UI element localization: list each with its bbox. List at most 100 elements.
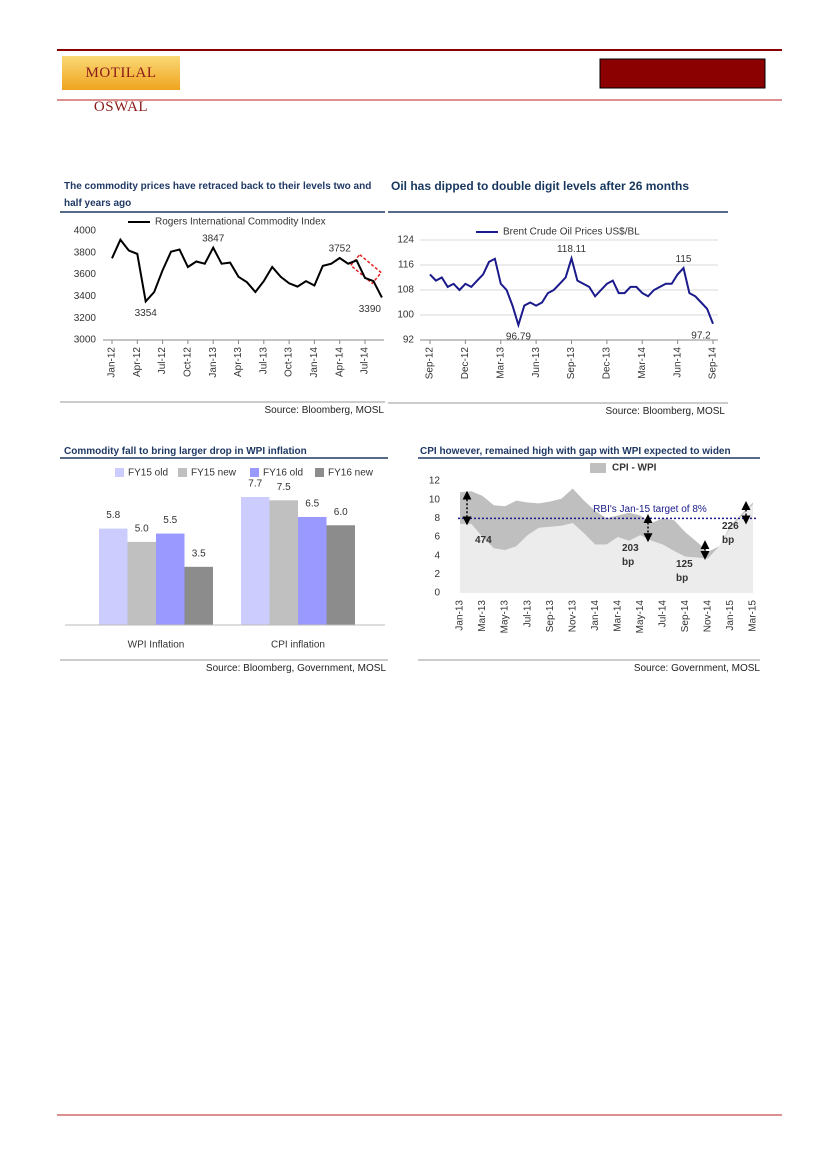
legend-swatch (250, 468, 259, 477)
y-tick-label: 12 (429, 476, 441, 487)
y-tick-label: 108 (397, 285, 414, 296)
y-tick-label: 116 (398, 260, 414, 271)
x-tick-label: May-14 (635, 600, 646, 634)
x-tick-label: Jan-12 (107, 347, 118, 378)
source: Source: Bloomberg, MOSL (264, 405, 385, 416)
legend-label: Rogers International Commodity Index (155, 217, 326, 228)
data-label: 97.2 (691, 330, 711, 341)
y-tick-label: 100 (397, 310, 414, 321)
x-tick-label: Mar-13 (495, 347, 506, 379)
data-line (429, 254, 714, 329)
y-tick-label: 0 (434, 588, 440, 599)
data-label: 5.5 (163, 515, 177, 526)
y-tick-label: 3800 (74, 247, 97, 258)
legend-swatch (178, 468, 187, 477)
x-tick-label: CPI inflation (271, 640, 325, 651)
x-tick-label: Jul-13 (522, 600, 533, 628)
legend-swatch (590, 463, 606, 473)
data-label: 96.79 (506, 332, 531, 343)
y-tick-label: 3000 (74, 335, 97, 346)
x-tick-label: Jun-14 (672, 347, 683, 378)
bar (269, 500, 298, 625)
x-tick-label: Mar-13 (477, 600, 488, 632)
annotation: 474 (475, 535, 492, 546)
annotation: 203 bp (622, 543, 639, 568)
x-tick-label: Jun-13 (531, 347, 542, 378)
legend-label: CPI - WPI (612, 463, 657, 474)
y-tick-label: 3200 (74, 313, 97, 324)
x-tick-label: Jul-12 (157, 347, 168, 375)
x-tick-label: Sep-13 (545, 600, 556, 633)
data-label: 7.7 (248, 479, 262, 490)
bar (326, 525, 355, 625)
x-tick-label: Oct-12 (183, 347, 194, 377)
x-tick-label: Sep-14 (708, 347, 719, 380)
annotation: 125 bp (676, 559, 693, 584)
x-tick-label: Oct-13 (284, 347, 295, 377)
base-area (460, 504, 753, 593)
x-tick-label: Jan-13 (455, 600, 466, 631)
x-tick-label: Sep-14 (680, 600, 691, 633)
x-tick-label: WPI Inflation (128, 640, 185, 651)
data-label: 3752 (329, 244, 352, 255)
x-tick-label: Jan-13 (208, 347, 219, 378)
logo: MOTILAL OSWAL (62, 56, 180, 115)
legend-label: FY15 new (191, 468, 237, 479)
legend-label: FY16 new (328, 468, 374, 479)
y-tick-label: 3600 (74, 269, 97, 280)
x-tick-label: Dec-13 (602, 347, 613, 380)
x-tick-label: Apr-12 (132, 347, 143, 377)
data-label: 6.5 (305, 499, 319, 510)
chart-title: Oil has dipped to double digit levels af… (391, 179, 690, 193)
gap-band (460, 488, 753, 559)
x-tick-label: Dec-12 (460, 347, 471, 380)
y-tick-label: 10 (429, 494, 441, 505)
legend-label: Brent Crude Oil Prices US$/BL (503, 227, 640, 238)
bar (156, 533, 185, 625)
x-tick-label: Mar-15 (748, 600, 759, 632)
bar (241, 497, 270, 625)
y-tick-label: 4000 (74, 226, 97, 237)
data-label: 3354 (135, 308, 158, 319)
legend-label: FY16 old (263, 468, 303, 479)
y-tick-label: 8 (434, 513, 440, 524)
data-label: 5.8 (106, 510, 120, 521)
x-tick-label: May-13 (500, 600, 511, 634)
bar (127, 541, 156, 625)
data-label: 7.5 (277, 482, 291, 493)
source: Source: Bloomberg, Government, MOSL (205, 663, 386, 674)
annotation: 226 bp (722, 521, 739, 546)
chart-title: CPI however, remained high with gap with… (420, 446, 731, 457)
data-label: 3.5 (192, 548, 206, 559)
x-tick-label: Mar-14 (612, 600, 623, 632)
x-tick-label: Jan-14 (309, 347, 320, 378)
data-label: 3390 (359, 304, 382, 315)
chart-title: Commodity fall to bring larger drop in W… (64, 446, 307, 457)
y-tick-label: 6 (434, 532, 440, 543)
chart-title: The commodity prices have retraced back … (64, 181, 372, 209)
x-tick-label: Nov-13 (567, 600, 578, 633)
y-tick-label: 4 (434, 550, 440, 561)
x-tick-label: Mar-14 (637, 347, 648, 379)
x-tick-label: Jan-15 (725, 600, 736, 631)
data-label: 6.0 (334, 507, 348, 518)
bar (99, 528, 128, 625)
legend-swatch (115, 468, 124, 477)
y-tick-label: 3400 (74, 291, 97, 302)
source: Source: Government, MOSL (633, 663, 760, 674)
data-label: 5.0 (135, 524, 149, 535)
bar (184, 566, 213, 625)
x-tick-label: Sep-12 (425, 347, 436, 380)
x-tick-label: Apr-14 (334, 347, 345, 377)
data-line (111, 237, 383, 304)
y-tick-label: 2 (434, 569, 440, 580)
data-label: 118.11 (557, 244, 587, 255)
data-label: 115 (676, 254, 692, 265)
data-label: 3847 (202, 233, 225, 244)
legend-swatch (315, 468, 324, 477)
x-tick-label: Jul-14 (360, 347, 371, 375)
x-tick-label: Jul-13 (258, 347, 269, 375)
source: Source: Bloomberg, MOSL (605, 406, 726, 417)
y-tick-label: 124 (397, 235, 414, 246)
